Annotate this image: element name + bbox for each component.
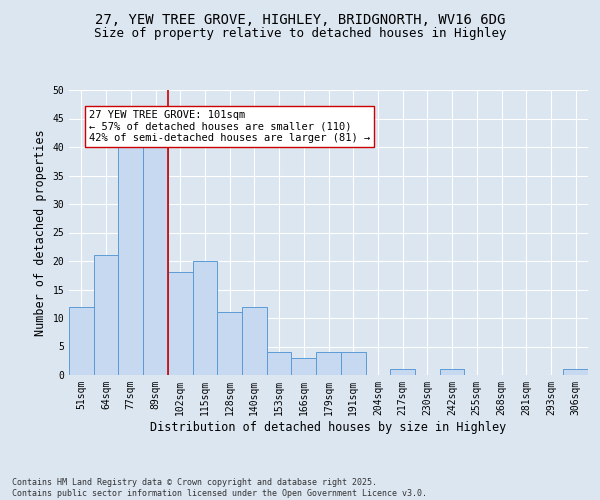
Text: 27, YEW TREE GROVE, HIGHLEY, BRIDGNORTH, WV16 6DG: 27, YEW TREE GROVE, HIGHLEY, BRIDGNORTH,… — [95, 12, 505, 26]
Bar — [168, 272, 193, 375]
X-axis label: Distribution of detached houses by size in Highley: Distribution of detached houses by size … — [151, 420, 506, 434]
Bar — [316, 352, 341, 375]
Bar — [118, 147, 143, 375]
Text: 27 YEW TREE GROVE: 101sqm
← 57% of detached houses are smaller (110)
42% of semi: 27 YEW TREE GROVE: 101sqm ← 57% of detac… — [89, 110, 370, 143]
Bar — [341, 352, 365, 375]
Bar — [440, 370, 464, 375]
Text: Size of property relative to detached houses in Highley: Size of property relative to detached ho… — [94, 28, 506, 40]
Bar — [143, 142, 168, 375]
Bar — [292, 358, 316, 375]
Bar — [390, 370, 415, 375]
Bar — [267, 352, 292, 375]
Bar — [69, 306, 94, 375]
Bar — [242, 306, 267, 375]
Y-axis label: Number of detached properties: Number of detached properties — [34, 129, 47, 336]
Bar — [94, 256, 118, 375]
Bar — [563, 370, 588, 375]
Bar — [217, 312, 242, 375]
Bar — [193, 261, 217, 375]
Text: Contains HM Land Registry data © Crown copyright and database right 2025.
Contai: Contains HM Land Registry data © Crown c… — [12, 478, 427, 498]
